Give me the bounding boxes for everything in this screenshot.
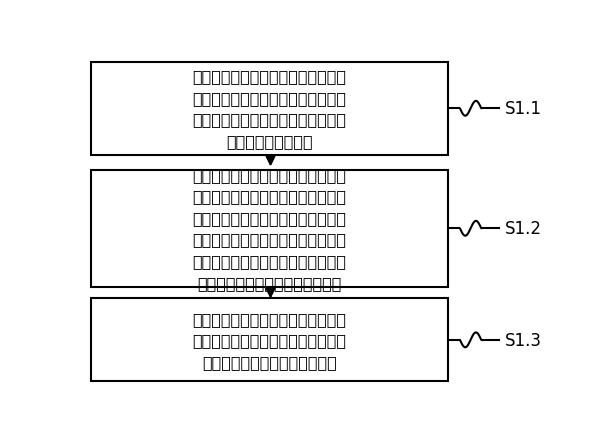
Text: S1.1: S1.1 xyxy=(505,100,542,118)
Text: 对所述多层直流电场二维模型形成的
微分方程对应的泛函在剖分的网格单
元上进行离散，取极值并令极值为零
得到有限元刚度矩阵方程组，对所述
有限元刚度矩阵方程组进行: 对所述多层直流电场二维模型形成的 微分方程对应的泛函在剖分的网格单 元上进行离散… xyxy=(192,167,346,290)
Text: 根据所述集成电路每层平板上的电位
分布，计算场域的电流密度分布，即
每层版图中网格单元的电流密度: 根据所述集成电路每层平板上的电位 分布，计算场域的电流密度分布，即 每层版图中网… xyxy=(192,311,346,369)
Bar xyxy=(90,299,448,381)
Text: 将多层集成电路直流电场的三维模型
简化为多层直流电场二维模型，并对
多层直流电场二维模型的各层集成电
路版图进行网格剖分: 将多层集成电路直流电场的三维模型 简化为多层直流电场二维模型，并对 多层直流电场… xyxy=(192,69,346,149)
Bar xyxy=(90,171,448,287)
Text: S1.3: S1.3 xyxy=(505,331,542,349)
Bar xyxy=(90,63,448,155)
Text: S1.2: S1.2 xyxy=(505,220,542,238)
